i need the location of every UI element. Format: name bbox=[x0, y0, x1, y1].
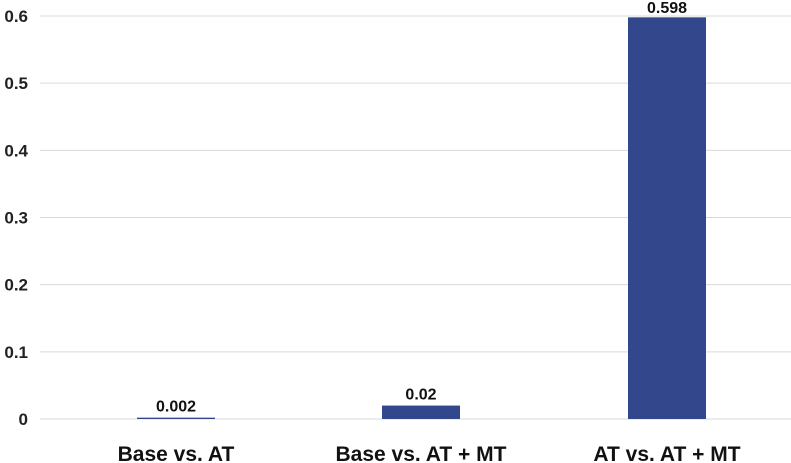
data-labels: 0.002 0.02 0.598 bbox=[156, 0, 687, 416]
bar bbox=[137, 417, 215, 419]
bar bbox=[628, 17, 706, 420]
bar bbox=[382, 405, 460, 419]
gridlines bbox=[40, 15, 791, 420]
y-tick-label: 0.6 bbox=[4, 7, 28, 26]
y-tick-label: 0.4 bbox=[4, 141, 28, 160]
bars bbox=[137, 17, 706, 420]
y-axis-ticks: 0 0.1 0.2 0.3 0.4 0.5 0.6 bbox=[4, 7, 28, 429]
y-tick-label: 0.2 bbox=[4, 276, 28, 295]
x-category-label: Base vs. AT bbox=[118, 443, 235, 463]
x-category-label: Base vs. AT + MT bbox=[336, 443, 507, 463]
data-label: 0.002 bbox=[156, 399, 196, 416]
y-tick-label: 0.5 bbox=[4, 74, 28, 93]
y-tick-label: 0.1 bbox=[4, 343, 28, 362]
data-label: 0.02 bbox=[405, 387, 436, 404]
y-tick-label: 0 bbox=[19, 410, 28, 429]
y-tick-label: 0.3 bbox=[4, 209, 28, 228]
x-axis-categories: Base vs. AT Base vs. AT + MT AT vs. AT + M… bbox=[118, 443, 741, 463]
x-category-label: AT vs. AT + MT bbox=[593, 443, 740, 463]
data-label: 0.598 bbox=[647, 0, 687, 17]
